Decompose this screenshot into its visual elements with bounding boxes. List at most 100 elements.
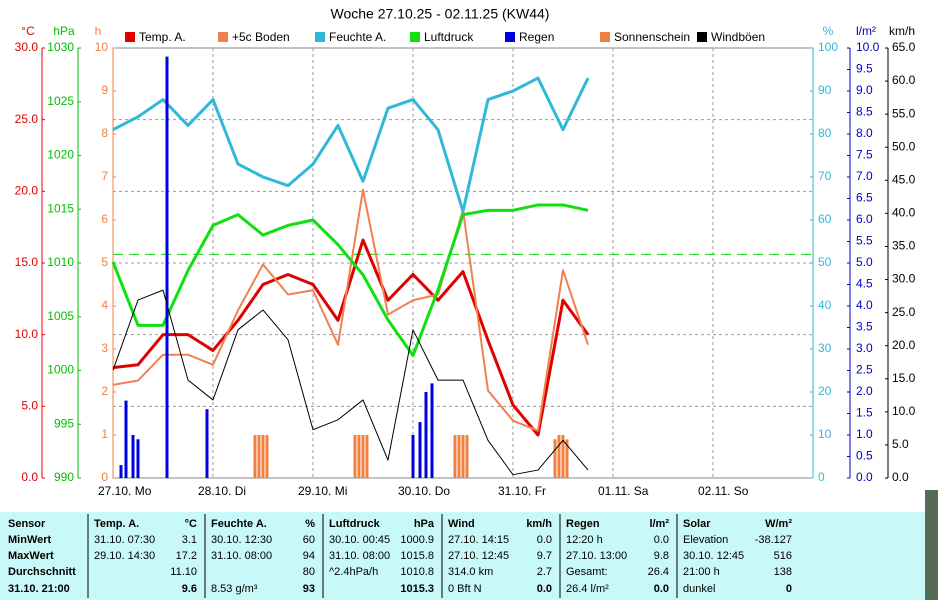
legend-label: Feuchte A.	[329, 30, 386, 44]
cell-value: 26.4	[648, 566, 669, 578]
y-tick-label: 5.5	[856, 234, 873, 248]
y-tick-label: 40	[818, 298, 832, 312]
axis-unit: l/m²	[856, 24, 876, 38]
bar	[453, 435, 457, 478]
bar	[253, 435, 257, 478]
cell-text: 31.10. 07:30	[94, 534, 155, 546]
y-tick-label: 8	[101, 126, 108, 140]
y-tick-label: 3.0	[856, 341, 873, 355]
legend-swatch	[125, 32, 135, 42]
info-table: Sensor MinWert MaxWert Durchschnitt 31.10. 2…	[8, 514, 792, 598]
block-title: Luftdruck	[329, 518, 381, 530]
y-tick-label: 15.0	[892, 371, 916, 385]
y-tick-label: 5.0	[21, 399, 38, 413]
cell-text: 26.4 l/m²	[566, 583, 609, 595]
cell-value: 3.1	[182, 534, 197, 546]
cell-text: 8.53 g/m³	[211, 583, 258, 595]
cell-text: 29.10. 14:30	[94, 550, 155, 562]
cell-text: 31.10. 08:00	[329, 550, 390, 562]
row-label: Sensor	[8, 518, 46, 530]
y-tick-label: 20	[818, 384, 832, 398]
x-tick-label: 29.10. Mi	[298, 484, 347, 498]
series-line	[112, 76, 590, 213]
block-unit: %	[305, 518, 315, 530]
axis-unit: h	[95, 24, 102, 38]
cell-value: 1015.3	[400, 583, 434, 595]
bar	[131, 435, 135, 478]
y-tick-label: 25.0	[892, 305, 916, 319]
y-tick-label: 8.5	[856, 105, 873, 119]
bar	[357, 435, 361, 478]
y-tick-label: 10.0	[15, 327, 39, 341]
y-tick-label: 20.0	[15, 184, 39, 198]
cell-text: 27.10. 12:45	[448, 550, 509, 562]
row-label: MaxWert	[8, 550, 54, 562]
cell-text: 30.10. 12:45	[683, 550, 744, 562]
y-tick-label: 0.5	[856, 449, 873, 463]
y-tick-label: 1.0	[856, 427, 873, 441]
row-label: 31.10. 21:00	[8, 583, 70, 595]
bar	[361, 435, 365, 478]
bar	[365, 435, 369, 478]
bar	[418, 422, 422, 478]
y-tick-label: 990	[54, 470, 74, 484]
x-tick-label: 28.10. Di	[198, 484, 246, 498]
table-panel	[0, 512, 925, 600]
y-tick-label: 5	[101, 255, 108, 269]
y-tick-label: 995	[54, 416, 74, 430]
y-tick-label: 6.5	[856, 191, 873, 205]
cell-text: ^2.4hPa/h	[329, 566, 378, 578]
edge	[925, 490, 938, 600]
cell-text: 21:00 h	[683, 566, 720, 578]
y-tick-label: 7.0	[856, 169, 873, 183]
y-tick-label: 6	[101, 212, 108, 226]
y-tick-label: 1030	[47, 40, 74, 54]
bar	[265, 435, 269, 478]
cell-text: 30.10. 12:30	[211, 534, 272, 546]
bar	[553, 439, 557, 478]
y-tick-label: 0.0	[856, 470, 873, 484]
series-line	[112, 238, 590, 437]
x-tick-label: 02.11. So	[698, 484, 749, 498]
y-tick-label: 10.0	[856, 40, 880, 54]
y-tick-label: 9.0	[856, 83, 873, 97]
cell-value: 9.6	[182, 583, 197, 595]
bar	[257, 435, 261, 478]
y-tick-label: 45.0	[892, 172, 916, 186]
cell-value: 1010.8	[400, 566, 434, 578]
cell-value: 0	[786, 583, 792, 595]
bar	[124, 400, 128, 478]
y-tick-label: 5.0	[892, 437, 909, 451]
y-tick-label: 4	[101, 298, 108, 312]
block-unit: km/h	[526, 518, 552, 530]
axis-unit: km/h	[889, 24, 915, 38]
x-tick-label: 31.10. Fr	[498, 484, 546, 498]
legend-swatch	[315, 32, 325, 42]
y-tick-label: 65.0	[892, 40, 916, 54]
y-tick-label: 8.0	[856, 126, 873, 140]
row-label: MinWert	[8, 534, 52, 546]
y-tick-label: 1005	[47, 309, 74, 323]
cell-value: 0.0	[654, 534, 669, 546]
row-label: Durchschnitt	[8, 566, 76, 578]
y-tick-label: 35.0	[892, 239, 916, 253]
legend-swatch	[697, 32, 707, 42]
y-tick-label: 1010	[47, 255, 74, 269]
legend-swatch	[410, 32, 420, 42]
bar	[457, 435, 461, 478]
block-title: Wind	[448, 518, 475, 530]
bar	[561, 435, 565, 478]
bar	[353, 435, 357, 478]
bar	[261, 435, 265, 478]
y-tick-label: 15.0	[15, 255, 39, 269]
y-tick-label: 20.0	[892, 338, 916, 352]
bar	[119, 465, 123, 478]
block-unit: l/m²	[649, 518, 669, 530]
bar	[205, 409, 209, 478]
y-tick-label: 25.0	[15, 112, 39, 126]
block-title: Regen	[566, 518, 600, 530]
y-tick-label: 0.0	[892, 470, 909, 484]
cell-text: Elevation	[683, 534, 728, 546]
cell-value: 94	[303, 550, 315, 562]
y-tick-label: 2.0	[856, 384, 873, 398]
